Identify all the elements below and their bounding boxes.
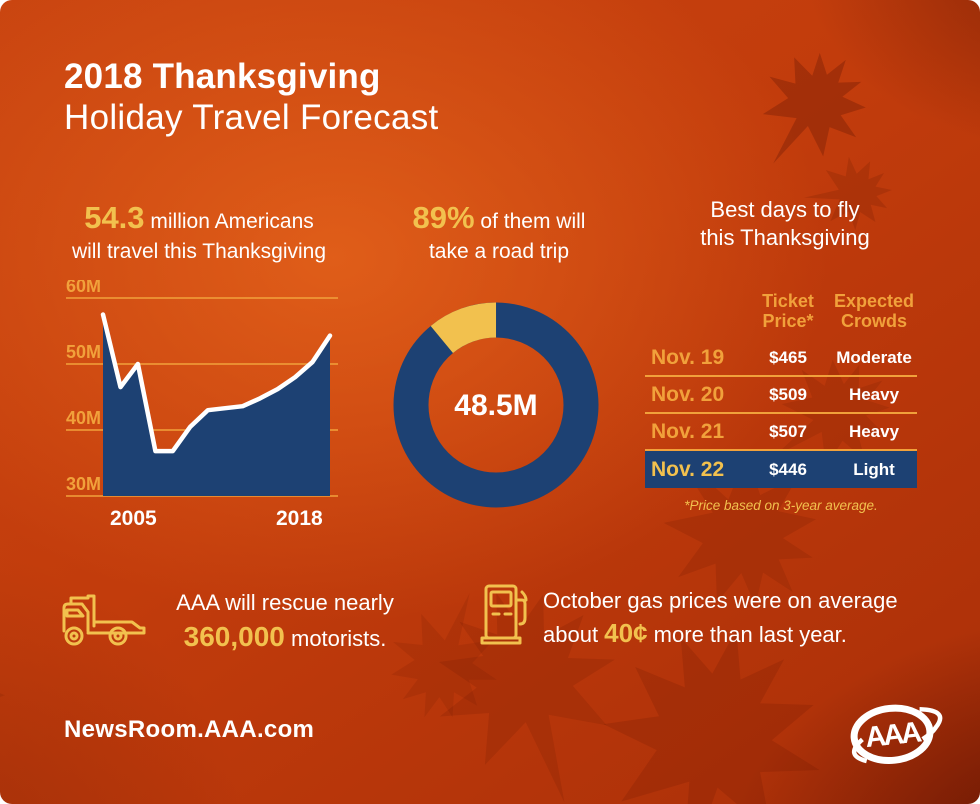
flights-table-header: Ticket Price* Expected Crowds <box>645 291 917 332</box>
travelers-stat-value: 54.3 <box>84 200 145 235</box>
tow-truck-icon <box>62 594 146 646</box>
travelers-stat: 54.3 million Americans will travel this … <box>44 198 354 266</box>
rescue-fact: AAA will rescue nearly 360,000 motorists… <box>140 588 430 655</box>
row-price: $446 <box>769 459 807 479</box>
rescue-fact-value: 360,000 <box>183 620 285 652</box>
table-row-nov21: Nov. 21 $507 Heavy <box>645 414 917 451</box>
roadtrip-stat-line2: take a road trip <box>428 240 570 264</box>
table-row-nov22-highlighted: Nov. 22 $446 Light <box>645 451 917 488</box>
row-date: Nov. 22 <box>651 457 725 481</box>
title-line1: 2018 Thanksgiving <box>64 57 381 96</box>
row-crowds: Heavy <box>848 421 900 441</box>
page-title: 2018 Thanksgiving Holiday Travel Forecas… <box>64 56 439 139</box>
gas-fact: October gas prices were on average about… <box>543 586 923 651</box>
header-expected-crowds: Expected Crowds <box>833 291 915 331</box>
row-price: $507 <box>769 421 807 441</box>
table-row-nov19: Nov. 19 $465 Moderate <box>645 340 917 377</box>
newsroom-url: NewsRoom.AAA.com <box>64 716 315 743</box>
gas-fact-post: more than last year. <box>647 621 847 647</box>
aaa-logo-swoosh <box>852 707 943 764</box>
roadtrip-stat-rest: of them will <box>474 210 586 233</box>
xtick-2018: 2018 <box>276 507 323 530</box>
rescue-fact-line2: 360,000 motorists. <box>140 618 430 656</box>
gas-fact-pre: about <box>543 621 605 647</box>
row-crowds: Heavy <box>848 384 900 404</box>
header-ticket-price: Ticket Price* <box>762 291 814 331</box>
aaa-logo-text: AAA <box>864 716 924 754</box>
rescue-fact-line1: AAA will rescue nearly <box>176 590 394 615</box>
row-date: Nov. 19 <box>651 345 725 369</box>
row-date: Nov. 21 <box>651 419 725 443</box>
rescue-fact-post: motorists. <box>284 625 387 651</box>
aaa-logo: AAA <box>850 704 943 764</box>
flights-table: Nov. 19 $465 Moderate Nov. 20 $509 Heavy… <box>645 340 917 488</box>
area-fill <box>103 314 330 496</box>
row-date: Nov. 20 <box>651 382 725 406</box>
donut-center-label: 48.5M <box>454 389 537 422</box>
area-line <box>100 312 333 454</box>
gas-pump-icon <box>480 584 528 645</box>
gas-fact-value: 40¢ <box>604 617 648 648</box>
row-crowds: Light <box>853 459 895 479</box>
flights-title-line1: Best days to fly <box>710 197 860 222</box>
price-footnote: *Price based on 3-year average. <box>684 498 878 513</box>
row-price: $465 <box>769 347 807 367</box>
gas-fact-line1: October gas prices were on average <box>543 588 898 613</box>
roadtrip-stat-line1: 89% of them will <box>378 198 620 238</box>
ytick-30m: 30M <box>66 474 101 494</box>
flights-title-line2: this Thanksgiving <box>700 224 870 250</box>
travelers-stat-line2: will travel this Thanksgiving <box>71 240 327 264</box>
row-crowds: Moderate <box>836 347 912 367</box>
ytick-40m: 40M <box>66 408 101 428</box>
row-price: $509 <box>769 384 807 404</box>
gas-fact-line2: about 40¢ more than last year. <box>543 616 923 651</box>
roadtrip-donut-chart: 48.5M <box>393 302 599 508</box>
roadtrip-stat-value: 89% <box>412 200 475 235</box>
xtick-2005: 2005 <box>110 507 157 530</box>
travelers-stat-rest: million Americans <box>144 210 314 233</box>
travelers-stat-line1: 54.3 million Americans <box>44 198 354 238</box>
aaa-logo-oval <box>850 704 934 764</box>
table-row-nov20: Nov. 20 $509 Heavy <box>645 377 917 414</box>
ytick-60m: 60M <box>66 280 101 296</box>
ytick-50m: 50M <box>66 342 101 362</box>
title-line2: Holiday Travel Forecast <box>64 98 439 138</box>
flights-section-title: Best days to fly this Thanksgiving <box>652 196 918 251</box>
roadtrip-stat: 89% of them will take a road trip <box>378 198 620 266</box>
travel-area-chart: 60M 50M 40M 30M 2005 2018 <box>66 280 338 530</box>
